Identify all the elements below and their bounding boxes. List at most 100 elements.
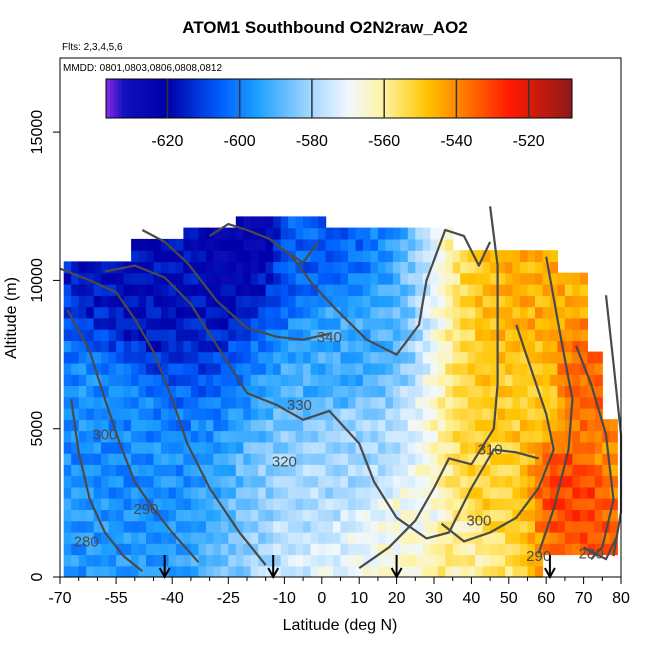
heatmap-cell: [362, 464, 371, 477]
heatmap-cell: [460, 486, 469, 499]
heatmap-cell: [557, 408, 566, 420]
heatmap-cell: [609, 430, 618, 443]
heatmap-cell: [602, 419, 611, 432]
heatmap-cell: [333, 543, 342, 556]
heatmap-cell: [220, 430, 229, 443]
heatmap-cell: [108, 441, 117, 454]
heatmap-cell: [527, 509, 536, 522]
heatmap-cell: [220, 543, 229, 556]
heatmap-cell: [131, 486, 140, 499]
heatmap-cell: [265, 284, 274, 296]
heatmap-cell: [146, 419, 155, 432]
heatmap-cell: [228, 340, 237, 353]
heatmap-cell: [213, 498, 222, 510]
heatmap-cell: [340, 329, 349, 341]
heatmap-cell: [243, 396, 252, 409]
heatmap-cell: [430, 520, 439, 533]
heatmap-cell: [205, 340, 214, 353]
heatmap-cell: [362, 486, 371, 499]
heatmap-cell: [348, 385, 357, 398]
heatmap-cell: [235, 419, 244, 432]
heatmap-cell: [78, 498, 87, 510]
heatmap-cell: [392, 329, 401, 341]
heatmap-cell: [475, 486, 484, 499]
heatmap-cell: [190, 565, 199, 578]
heatmap-cell: [108, 272, 117, 285]
heatmap-cell: [422, 340, 431, 353]
heatmap-cell: [445, 385, 454, 398]
heatmap-cell: [482, 340, 491, 353]
heatmap-cell: [430, 531, 439, 544]
heatmap-cell: [153, 565, 162, 578]
heatmap-cell: [572, 419, 581, 432]
heatmap-cell: [78, 419, 87, 432]
heatmap-cell: [460, 250, 469, 263]
heatmap-cell: [579, 374, 588, 386]
heatmap-cell: [101, 453, 110, 465]
heatmap-cell: [355, 340, 364, 353]
heatmap-cell: [490, 554, 499, 567]
colorbar-swatch: [401, 79, 406, 118]
heatmap-cell: [78, 554, 87, 567]
heatmap-cell: [564, 531, 573, 544]
heatmap-cell: [370, 295, 379, 308]
heatmap-cell: [512, 464, 521, 477]
heatmap-cell: [452, 554, 461, 567]
heatmap-cell: [557, 374, 566, 386]
heatmap-cell: [63, 340, 72, 353]
heatmap-cell: [407, 227, 416, 240]
heatmap-cell: [190, 284, 199, 296]
heatmap-cell: [609, 520, 618, 533]
heatmap-cell: [377, 531, 386, 544]
heatmap-cell: [258, 238, 267, 251]
colorbar-swatch: [459, 79, 464, 118]
colorbar-swatch: [486, 79, 491, 118]
heatmap-cell: [86, 543, 95, 556]
heatmap-cell: [557, 419, 566, 432]
heatmap-cell: [490, 362, 499, 375]
heatmap-cell: [415, 475, 424, 488]
heatmap-cell: [422, 396, 431, 409]
heatmap-cell: [93, 340, 102, 353]
heatmap-cell: [250, 543, 259, 556]
heatmap-cell: [385, 408, 394, 420]
heatmap-cell: [235, 565, 244, 578]
heatmap-cell: [161, 475, 170, 488]
heatmap-cell: [407, 554, 416, 567]
heatmap-cell: [333, 453, 342, 465]
heatmap-cell: [63, 430, 72, 443]
heatmap-cell: [205, 374, 214, 386]
heatmap-cell: [123, 475, 132, 488]
colorbar-swatch: [179, 79, 185, 118]
heatmap-cell: [325, 464, 334, 477]
heatmap-cell: [535, 284, 544, 296]
heatmap-cell: [535, 272, 544, 285]
heatmap-cell: [288, 284, 297, 296]
heatmap-cell: [295, 543, 304, 556]
heatmap-cell: [78, 385, 87, 398]
heatmap-cell: [377, 374, 386, 386]
heatmap-cell: [340, 531, 349, 544]
heatmap-cell: [71, 295, 80, 308]
heatmap-cell: [527, 441, 536, 454]
colorbar-swatch: [245, 79, 251, 118]
heatmap-cell: [475, 362, 484, 375]
heatmap-cell: [527, 475, 536, 488]
heatmap-cell: [161, 408, 170, 420]
heatmap-cell: [415, 453, 424, 465]
heatmap-cell: [400, 520, 409, 533]
heatmap-cell: [190, 295, 199, 308]
heatmap-cell: [146, 351, 155, 364]
heatmap-cell: [587, 520, 596, 533]
heatmap-cell: [63, 374, 72, 386]
heatmap-cell: [108, 306, 117, 319]
heatmap-cell: [385, 531, 394, 544]
heatmap-cell: [71, 543, 80, 556]
heatmap-cell: [452, 306, 461, 319]
heatmap-cell: [452, 374, 461, 386]
heatmap-cell: [280, 238, 289, 251]
heatmap-cell: [250, 284, 259, 296]
heatmap-cell: [527, 520, 536, 533]
heatmap-cell: [258, 362, 267, 375]
heatmap-cell: [190, 351, 199, 364]
